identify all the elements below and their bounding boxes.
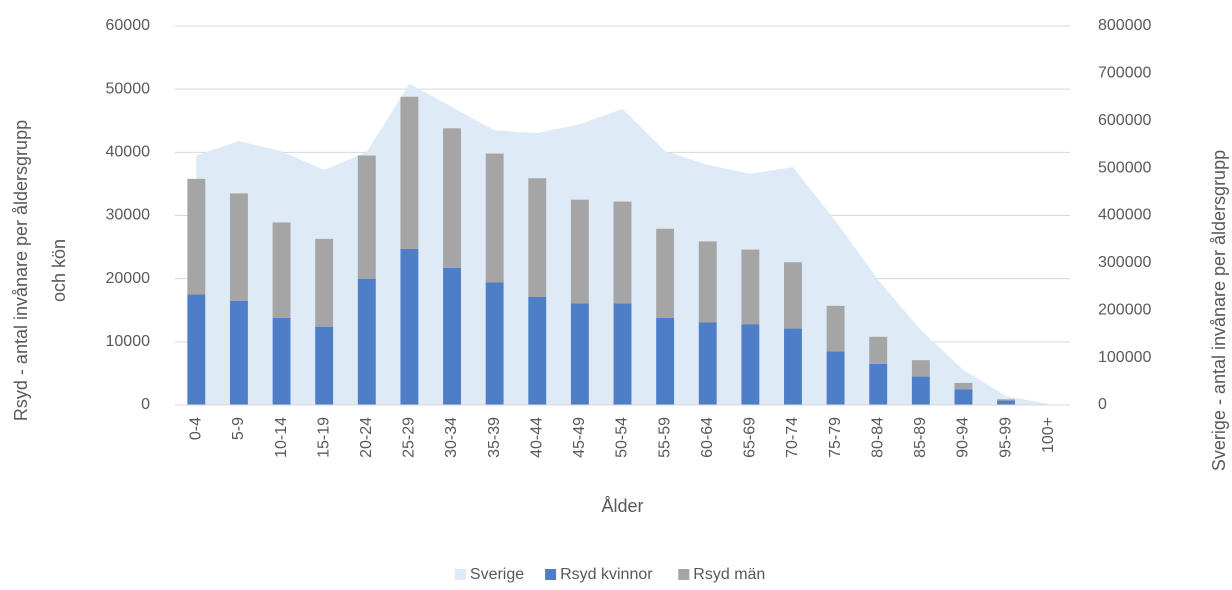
bar	[869, 336, 888, 364]
y2-tick-label: 800000	[1098, 17, 1151, 34]
legend-label: Sverige	[470, 566, 524, 583]
legend-label: Rsyd kvinnor	[560, 566, 653, 583]
bar	[613, 303, 632, 405]
bar	[613, 201, 632, 304]
x-tick-label: 35-39	[486, 417, 503, 458]
legend-label: Rsyd män	[693, 566, 765, 583]
bar	[784, 262, 802, 329]
bar	[357, 278, 376, 405]
bar	[229, 193, 248, 301]
bar	[698, 241, 717, 323]
x-tick-label: 95-99	[997, 417, 1014, 458]
legend: Sverige Rsyd kvinnor Rsyd män	[454, 566, 765, 583]
y2-tick-label: 400000	[1098, 207, 1151, 224]
bar	[911, 376, 930, 405]
bar	[741, 324, 760, 405]
x-axis-label: Ålder	[601, 496, 643, 516]
bar	[357, 155, 376, 279]
bar	[997, 399, 1016, 401]
legend-swatch	[454, 569, 466, 580]
x-tick-label: 100+	[1040, 417, 1057, 453]
y-tick-label: 40000	[106, 144, 151, 161]
bar	[485, 282, 504, 405]
legend-swatch	[678, 569, 690, 580]
bar	[826, 305, 845, 352]
y-tick-label: 50000	[106, 80, 151, 97]
x-tick-label: 75-79	[827, 417, 844, 458]
bar	[528, 296, 547, 405]
y2-tick-label: 0	[1098, 396, 1107, 413]
x-tick-label: 60-64	[699, 417, 716, 458]
y2-tick-label: 700000	[1098, 65, 1151, 82]
bar	[784, 328, 802, 405]
x-tick-label: 20-24	[358, 417, 375, 458]
bar	[741, 249, 760, 325]
bar	[954, 389, 973, 405]
bar	[698, 322, 717, 405]
bar	[911, 360, 930, 377]
bar	[443, 128, 461, 268]
x-tick-label: 70-74	[784, 417, 801, 458]
y2-tick-label: 200000	[1098, 301, 1151, 318]
x-tick-label: 15-19	[315, 417, 332, 458]
bar	[400, 248, 419, 405]
x-tick-label: 40-44	[528, 417, 545, 458]
bar	[187, 294, 206, 405]
x-tick-label: 55-59	[656, 417, 673, 458]
bar	[315, 326, 334, 405]
y-axis-label: och kön	[49, 239, 69, 302]
x-tick-label: 65-69	[742, 417, 759, 458]
bar	[656, 228, 675, 318]
y-tick-label: 10000	[106, 333, 151, 350]
x-tick-label: 25-29	[401, 417, 418, 458]
bar	[485, 153, 504, 283]
legend-swatch	[545, 569, 557, 580]
x-tick-label: 50-54	[614, 417, 631, 458]
bar	[570, 303, 589, 405]
bar	[656, 317, 675, 405]
bar	[997, 400, 1016, 405]
bar	[528, 178, 547, 297]
x-tick-label: 85-89	[912, 417, 929, 458]
bar	[570, 199, 589, 304]
x-tick-label: 80-84	[869, 417, 886, 458]
y-tick-label: 60000	[106, 17, 151, 34]
x-tick-label: 90-94	[955, 417, 972, 458]
y-tick-label: 0	[141, 396, 150, 413]
y-tick-label: 20000	[106, 270, 151, 287]
bar	[187, 178, 206, 295]
x-tick-label: 30-34	[443, 417, 460, 458]
bar	[315, 238, 334, 327]
bar	[272, 222, 291, 318]
bar	[400, 96, 419, 249]
bar	[272, 317, 291, 405]
bar	[826, 351, 845, 405]
bar	[869, 363, 888, 405]
x-tick-label: 10-14	[273, 417, 290, 458]
x-tick-label: 45-49	[571, 417, 588, 458]
y2-tick-label: 500000	[1098, 159, 1151, 176]
x-tick-label: 5-9	[230, 417, 247, 440]
y2-tick-label: 100000	[1098, 349, 1151, 366]
y-axis-label: Rsyd - antal invånare per åldersgrupp	[11, 120, 31, 421]
y2-axis-label: Sverige - antal invånare per åldersgrupp	[1209, 150, 1229, 471]
bar	[443, 267, 461, 405]
y-tick-label: 30000	[106, 207, 151, 224]
bar	[954, 382, 973, 390]
y2-tick-label: 300000	[1098, 254, 1151, 271]
x-tick-label: 0-4	[188, 417, 205, 440]
y2-tick-label: 600000	[1098, 112, 1151, 129]
bar	[229, 300, 248, 405]
